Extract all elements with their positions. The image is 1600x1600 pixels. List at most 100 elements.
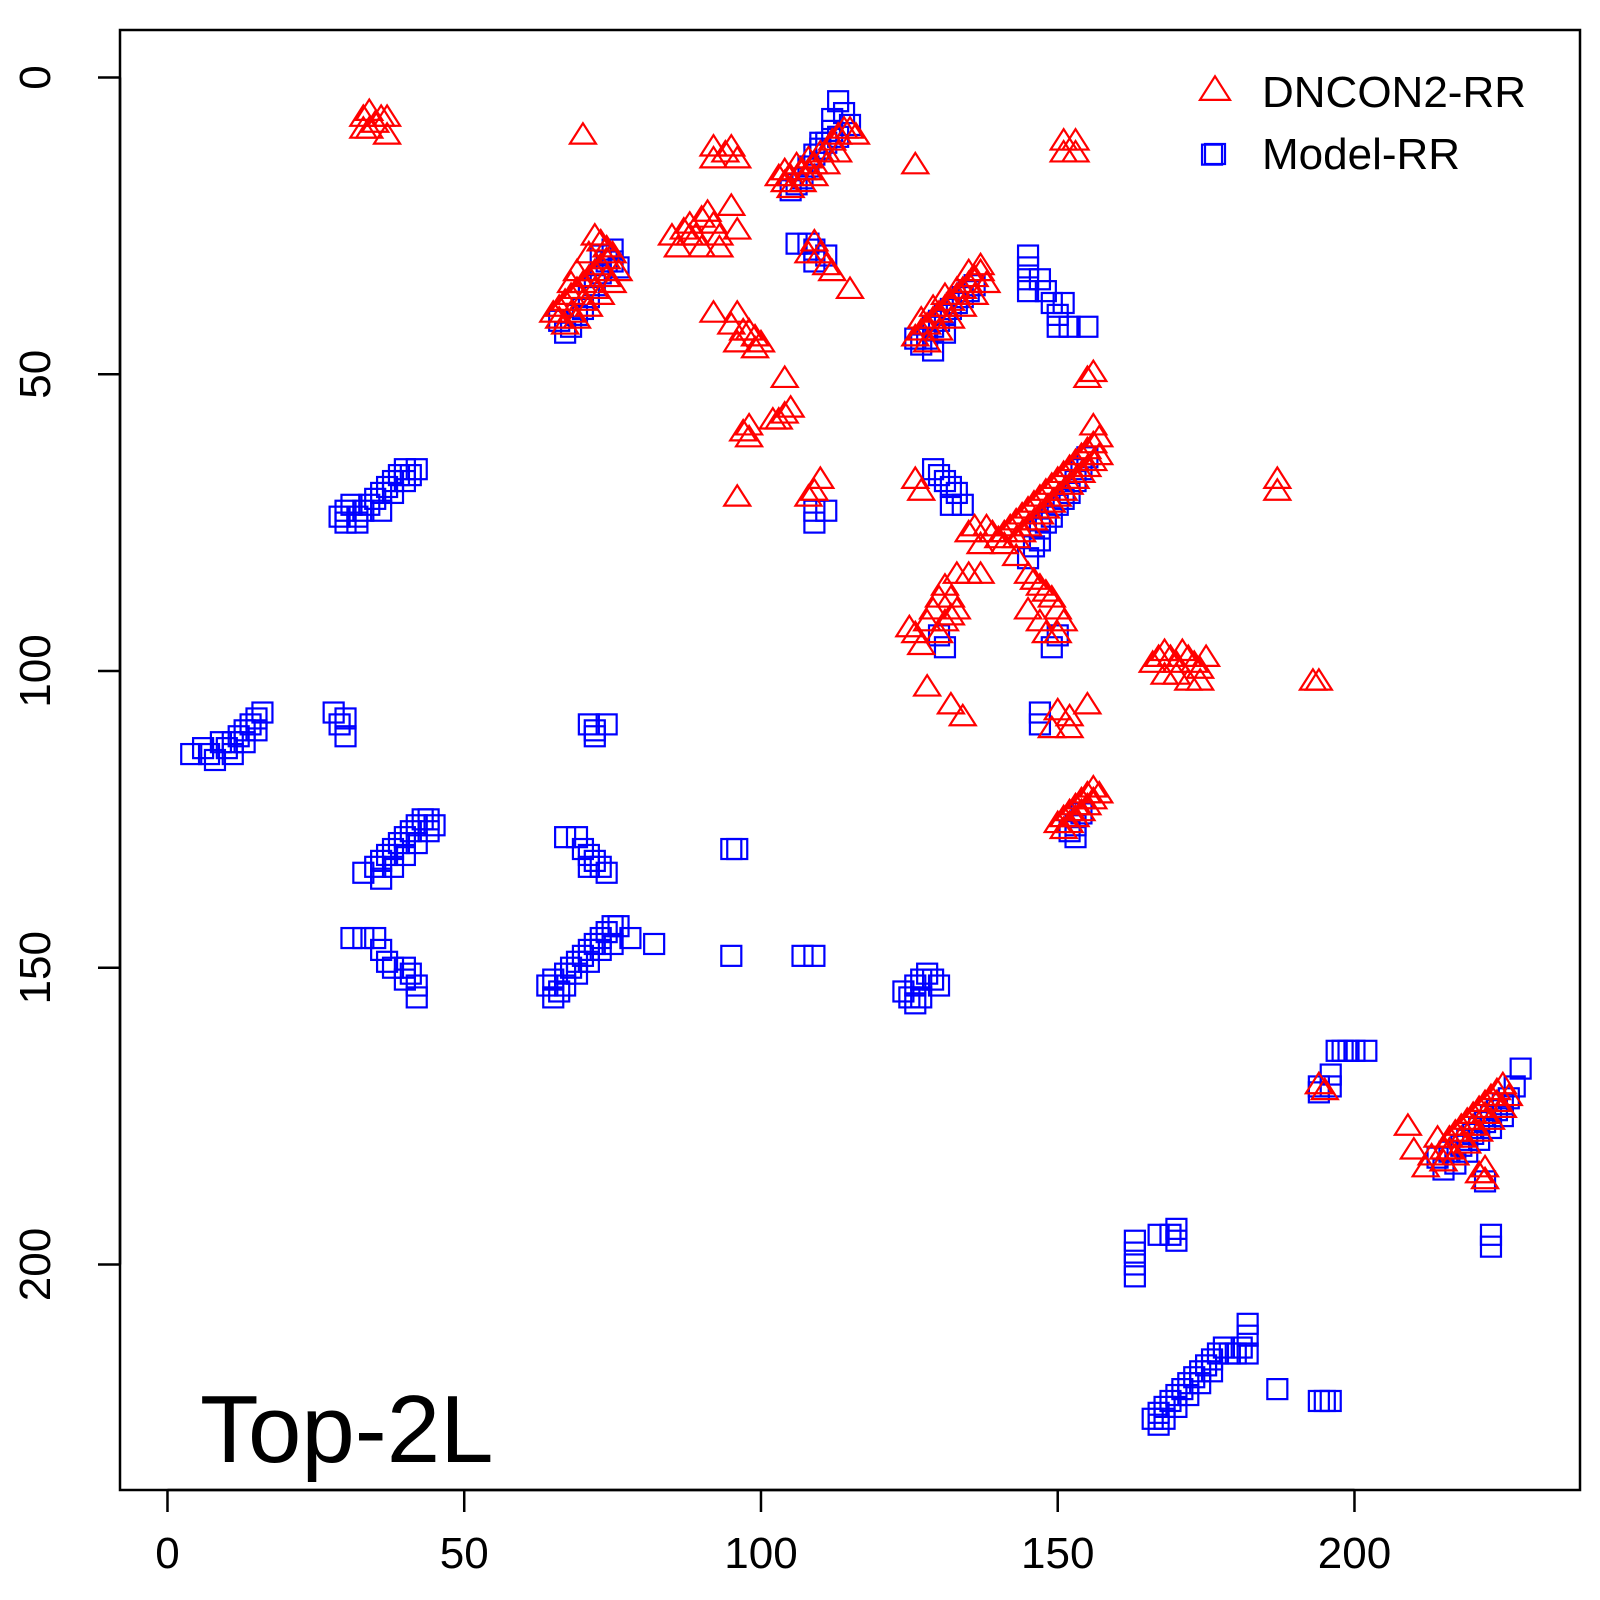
data-point — [1072, 690, 1103, 715]
data-point — [1470, 1165, 1501, 1190]
data-point — [989, 530, 1020, 555]
data-point — [757, 406, 788, 430]
data-point — [1016, 256, 1040, 279]
data-point — [906, 631, 937, 656]
data-point — [1034, 280, 1057, 303]
data-point — [1155, 643, 1186, 667]
data-point — [912, 311, 943, 335]
data-point — [1024, 501, 1055, 525]
data-point — [1060, 139, 1091, 163]
data-point — [1309, 1076, 1340, 1101]
data-point — [1066, 459, 1097, 484]
data-point — [1183, 1366, 1206, 1389]
data-point — [370, 481, 393, 505]
y-tick-label: 100 — [11, 634, 60, 707]
data-point — [1177, 1383, 1200, 1407]
data-point — [965, 251, 996, 276]
data-point — [1042, 619, 1073, 644]
data-point — [328, 713, 351, 736]
series-model-rr — [180, 90, 1532, 1436]
data-point — [536, 974, 559, 997]
data-point — [1159, 1223, 1182, 1246]
data-point — [573, 293, 604, 317]
data-point — [910, 968, 933, 991]
data-point — [1319, 1389, 1342, 1413]
data-point — [364, 926, 387, 950]
data-point — [579, 257, 610, 282]
data-point — [538, 299, 569, 323]
data-point — [1165, 1383, 1188, 1407]
data-point — [417, 820, 440, 843]
data-point — [686, 204, 717, 228]
data-point — [370, 867, 393, 890]
data-point — [1052, 291, 1075, 315]
data-point — [1042, 696, 1073, 721]
data-point — [1123, 1241, 1146, 1264]
data-point — [906, 305, 937, 329]
data-point — [591, 233, 622, 258]
data-point — [823, 121, 854, 145]
data-point — [544, 293, 575, 317]
data-point — [900, 150, 931, 175]
data-point — [550, 311, 581, 335]
data-point — [1343, 1039, 1366, 1062]
plot-border — [118, 28, 1582, 1492]
y-tick-label: 0 — [11, 65, 60, 89]
data-point — [585, 228, 616, 252]
data-point — [387, 831, 411, 855]
data-point — [381, 855, 405, 878]
data-point — [571, 944, 595, 967]
data-point — [1185, 655, 1216, 679]
data-point — [393, 968, 416, 991]
data-point — [1078, 447, 1109, 472]
data-point — [1475, 1082, 1506, 1107]
y-tick-label: 200 — [11, 1228, 60, 1301]
data-point — [1307, 1389, 1330, 1413]
data-point — [372, 103, 403, 127]
data-point — [1153, 1407, 1176, 1430]
data-point — [346, 511, 369, 534]
data-point — [734, 317, 765, 341]
data-point — [1066, 797, 1097, 822]
data-point — [554, 974, 577, 997]
data-point — [1078, 785, 1109, 810]
data-point — [370, 938, 393, 962]
data-point — [595, 861, 618, 884]
data-point — [1185, 667, 1216, 691]
data-point — [1236, 1324, 1259, 1347]
y-axis: 0 50 100 150 200 — [11, 65, 122, 1301]
data-point — [375, 843, 399, 867]
data-point — [1054, 809, 1085, 834]
data-point — [1331, 1039, 1354, 1062]
data-point — [1230, 1336, 1253, 1359]
data-point — [233, 731, 256, 754]
data-point — [1054, 702, 1085, 727]
data-point — [799, 477, 830, 501]
data-point — [589, 926, 612, 950]
data-point — [399, 820, 422, 843]
data-point — [924, 299, 955, 323]
data-point — [589, 938, 612, 962]
data-point — [918, 293, 949, 317]
data-point — [381, 469, 405, 493]
data-point — [565, 962, 589, 985]
data-point — [1266, 1378, 1289, 1401]
data-point — [939, 475, 962, 499]
data-point — [1303, 1070, 1334, 1095]
data-point — [769, 156, 800, 181]
data-point — [734, 423, 765, 448]
data-point — [1147, 1223, 1170, 1246]
data-point — [387, 464, 411, 487]
data-point — [722, 299, 753, 323]
data-point — [245, 707, 268, 730]
data-point — [1072, 453, 1103, 478]
data-point — [191, 737, 215, 760]
data-point — [334, 707, 357, 730]
data-point — [364, 855, 387, 878]
data-point — [710, 139, 741, 163]
data-point — [1060, 127, 1091, 151]
data-point — [375, 950, 399, 973]
data-point — [364, 487, 387, 510]
data-point — [1487, 1094, 1518, 1119]
data-point — [924, 317, 955, 341]
